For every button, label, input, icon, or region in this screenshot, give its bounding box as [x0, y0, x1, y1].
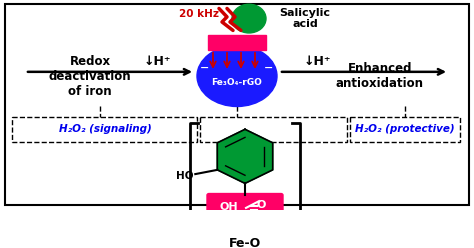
- Polygon shape: [217, 129, 273, 183]
- Text: Fe₃O₄-rGO: Fe₃O₄-rGO: [211, 78, 263, 87]
- Text: H₂O₂ (protective): H₂O₂ (protective): [355, 124, 455, 134]
- Text: Fe-O: Fe-O: [229, 238, 261, 248]
- Text: ↓H⁺: ↓H⁺: [143, 55, 171, 68]
- Circle shape: [232, 4, 266, 33]
- Bar: [12, 117, 197, 142]
- Text: Salicylic
acid: Salicylic acid: [280, 8, 330, 30]
- Text: 20 kHz: 20 kHz: [179, 9, 219, 19]
- Text: OH: OH: [219, 202, 238, 212]
- Text: Enhanced
antioxidation: Enhanced antioxidation: [336, 62, 424, 90]
- Text: HO: HO: [176, 171, 193, 181]
- Bar: [200, 117, 347, 142]
- Text: H₂O₂ (signaling): H₂O₂ (signaling): [59, 124, 151, 134]
- Text: ↓H⁺: ↓H⁺: [303, 55, 331, 68]
- Text: Redox
deactivation
of iron: Redox deactivation of iron: [49, 55, 131, 97]
- Bar: [350, 117, 460, 142]
- FancyBboxPatch shape: [207, 193, 283, 220]
- Text: −: −: [201, 62, 210, 73]
- Ellipse shape: [197, 46, 277, 106]
- Text: −: −: [264, 62, 273, 73]
- Text: O: O: [256, 200, 266, 210]
- Bar: [208, 35, 266, 50]
